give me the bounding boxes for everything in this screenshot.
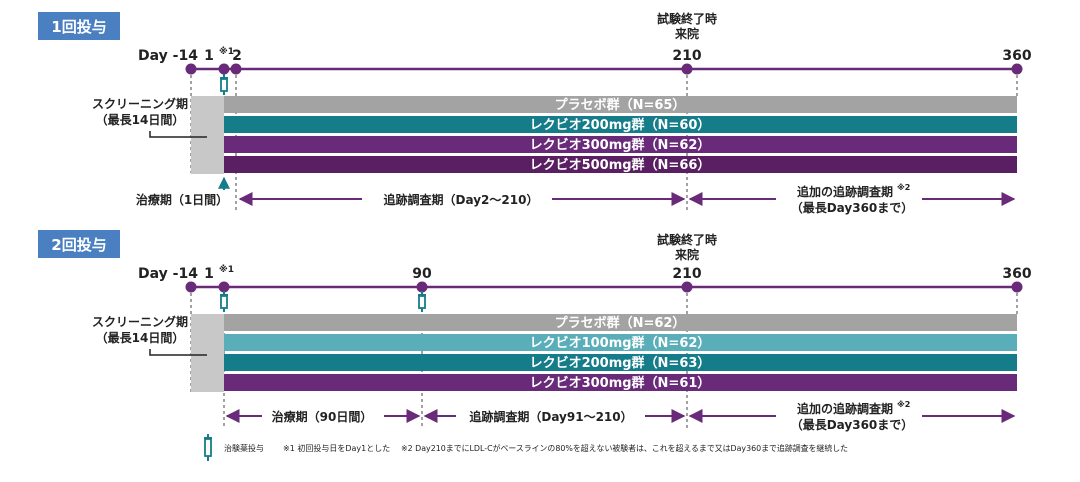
panel-single-dose: 1回投与 試験終了時 来院 Day -14 1 ※1 2 210 360 スクリ… — [38, 11, 1032, 215]
panel1-day-minus14: Day -14 — [138, 48, 198, 64]
panel2-screening-line2: （最長14日間） — [96, 330, 185, 345]
panel2-tick-day210 — [681, 281, 693, 293]
panel2-title: 2回投与 — [51, 236, 106, 254]
panel2-study-end-line1: 試験終了時 — [657, 232, 717, 247]
panel1-screening-line2: （最長14日間） — [96, 112, 185, 127]
panel2-day1: 1 — [204, 266, 214, 282]
panel1-arm-placebo-label: プラセボ群（N=65） — [555, 97, 686, 113]
panel1-study-end-line1: 試験終了時 — [657, 11, 717, 26]
panel2-day210: 210 — [672, 266, 701, 282]
panel1-title-badge — [38, 12, 120, 40]
panel2-screening-bracket — [149, 349, 207, 356]
panel2-arm-placebo — [224, 314, 1017, 331]
panel1-arm-300mg-label: レクビオ300mg群（N=62） — [530, 137, 711, 153]
footnote-note2: ※2 Day210までにLDL-Cがベースラインの80%を超えない被験者は、これ… — [401, 443, 848, 453]
syringe-icon — [219, 73, 229, 96]
panel2-dosing-marker-day1 — [219, 290, 229, 313]
panel2-additional-note: ※2 — [897, 399, 910, 409]
panel2-additional-line2: （最長Day360まで） — [791, 417, 914, 432]
panel2-arm-300mg — [224, 374, 1017, 391]
panel1-tick-day1 — [218, 63, 230, 75]
panel2-arm-100mg-label: レクビオ100mg群（N=62） — [530, 335, 711, 351]
panel2-treatment-label: 治療期（90日間） — [272, 409, 373, 424]
footnote-legend: 治験薬投与 — [224, 443, 264, 453]
panel2-arm-placebo-label: プラセボ群（N=62） — [555, 315, 686, 331]
syringe-icon — [204, 434, 212, 461]
panel1-tick-day360 — [1011, 63, 1023, 75]
panel2-tick-day360 — [1011, 281, 1023, 293]
panel1-arm-500mg — [224, 156, 1017, 173]
syringe-icon — [417, 290, 427, 313]
panel2-day1-note: ※1 — [219, 264, 234, 275]
footnote: 治験薬投与 ※1 初回投与日をDay1とした ※2 Day210までにLDL-C… — [204, 434, 848, 461]
panel1-arm-500mg-label: レクビオ500mg群（N=66） — [530, 157, 711, 173]
panel1-arm-300mg — [224, 136, 1017, 153]
panel1-day1-note: ※1 — [219, 46, 234, 57]
panel2-day90: 90 — [412, 266, 432, 282]
panel2-study-end-line2: 来院 — [674, 247, 699, 262]
panel2-tick-day1 — [218, 281, 230, 293]
panel2-arm-200mg — [224, 354, 1017, 371]
footnote-note1: ※1 初回投与日をDay1とした — [283, 443, 390, 453]
panel1-day210: 210 — [672, 48, 701, 64]
panel1-arm-200mg-label: レクビオ200mg群（N=60） — [530, 117, 711, 133]
panel2-tick-day90 — [416, 281, 428, 293]
panel2-dosing-marker-day90 — [417, 290, 427, 313]
panel1-dosing-marker — [219, 73, 229, 96]
panel1-day1: 1 — [204, 48, 214, 64]
panel2-screening-line1: スクリーニング期 — [92, 314, 188, 329]
panel1-day2: 2 — [232, 48, 242, 64]
panel2-arm-100mg — [224, 334, 1017, 351]
panel1-title: 1回投与 — [51, 18, 106, 36]
panel1-additional-line2: （最長Day360まで） — [791, 200, 914, 215]
panel1-tick-minus14 — [185, 63, 197, 75]
panel1-tick-day2 — [230, 63, 242, 75]
panel1-day360: 360 — [1002, 48, 1031, 64]
panel2-day360: 360 — [1002, 266, 1031, 282]
panel2-arm-300mg-label: レクビオ300mg群（N=61） — [530, 375, 711, 391]
panel1-arm-200mg — [224, 116, 1017, 133]
panel2-screening-block — [191, 314, 224, 392]
panel1-treatment-label: 治療期（1日間） — [136, 192, 228, 207]
panel1-screening-bracket — [149, 131, 207, 138]
panel1-tick-day210 — [681, 63, 693, 75]
panel2-day-minus14: Day -14 — [138, 266, 198, 282]
panel1-screening-block — [191, 96, 224, 174]
panel2-tick-minus14 — [185, 281, 197, 293]
panel1-additional-note: ※2 — [897, 182, 910, 192]
panel1-screening-line1: スクリーニング期 — [92, 96, 188, 111]
panel2-followup-label: 追跡調査期（Day91～210） — [469, 409, 632, 424]
panel2-arm-200mg-label: レクビオ200mg群（N=63） — [530, 355, 711, 371]
syringe-icon — [219, 290, 229, 313]
panel1-additional-line1: 追加の追跡調査期 — [797, 184, 893, 199]
panel-two-dose: 2回投与 試験終了時 来院 Day -14 1 ※1 90 210 360 スク… — [38, 230, 1032, 432]
panel1-followup-label: 追跡調査期（Day2～210） — [384, 192, 539, 207]
panel2-additional-line1: 追加の追跡調査期 — [797, 401, 893, 416]
panel1-study-end-line2: 来院 — [674, 26, 699, 41]
panel2-title-badge — [38, 230, 120, 258]
panel1-arm-placebo — [224, 96, 1017, 113]
